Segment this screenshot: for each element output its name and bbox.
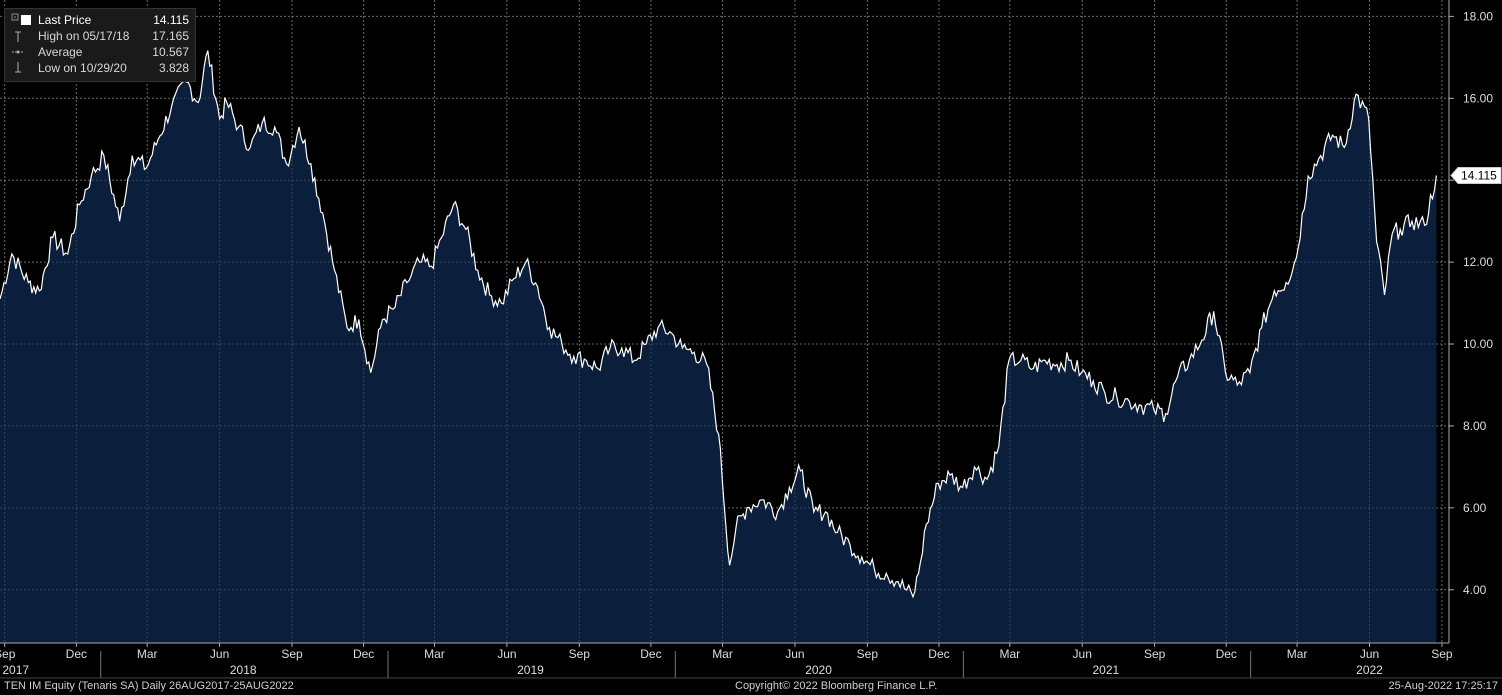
y-tick-label: 10.00 xyxy=(1463,337,1493,351)
x-month-label: Dec xyxy=(1216,647,1237,661)
x-year-label: 2019 xyxy=(517,663,544,677)
legend-square-icon xyxy=(11,13,19,21)
price-area xyxy=(0,50,1437,644)
x-month-label: Sep xyxy=(0,647,16,661)
x-month-label: Mar xyxy=(999,647,1020,661)
x-year-label: 2022 xyxy=(1356,663,1383,677)
x-month-label: Sep xyxy=(281,647,303,661)
last-price-label: 14.115 xyxy=(1461,168,1497,182)
x-month-label: Mar xyxy=(1287,647,1308,661)
average-marker-icon xyxy=(12,50,24,54)
y-tick-label: 18.00 xyxy=(1463,9,1493,23)
price-line xyxy=(0,50,1437,599)
axes xyxy=(0,0,1502,679)
legend-average-value: 10.567 xyxy=(152,45,189,59)
x-year-label: 2017 xyxy=(2,663,29,677)
legend-low: Low on 10/29/20 3.828 xyxy=(5,60,195,76)
x-month-label: Mar xyxy=(137,647,158,661)
x-month-label: Dec xyxy=(66,647,87,661)
legend-low-value: 3.828 xyxy=(158,61,189,75)
chart-legend: Last Price 14.115 High on 05/17/18 17.16… xyxy=(4,8,196,82)
x-month-label: Sep xyxy=(569,647,591,661)
x-year-label: 2021 xyxy=(1092,663,1119,677)
y-tick-label: 12.00 xyxy=(1463,255,1493,269)
x-axis-labels: Sep Dec Mar Jun Sep Dec Mar Jun Sep Dec Mar Jun Sep D… xyxy=(0,647,1453,677)
x-year-label: 2020 xyxy=(805,663,832,677)
x-month-label: Jun xyxy=(785,647,804,661)
legend-last-label: Last Price xyxy=(38,13,92,27)
x-month-label: Dec xyxy=(640,647,661,661)
x-month-label: Sep xyxy=(857,647,879,661)
low-marker-icon xyxy=(15,62,21,73)
x-month-label: Mar xyxy=(424,647,445,661)
legend-last-price: Last Price 14.115 xyxy=(5,12,195,28)
x-month-label: Jun xyxy=(1360,647,1379,661)
legend-high-value: 17.165 xyxy=(152,29,189,43)
legend-high-label: High on 05/17/18 xyxy=(38,29,130,43)
x-month-label: Mar xyxy=(712,647,733,661)
x-month-label: Dec xyxy=(353,647,374,661)
x-month-label: Dec xyxy=(928,647,949,661)
y-tick-label: 6.00 xyxy=(1463,501,1487,515)
legend-last-value: 14.115 xyxy=(153,13,189,27)
high-marker-icon xyxy=(15,31,21,42)
legend-low-label: Low on 10/29/20 xyxy=(38,61,127,75)
last-price-tag: 14.115 xyxy=(1450,166,1502,184)
legend-average-label: Average xyxy=(38,45,83,59)
legend-high: High on 05/17/18 17.165 xyxy=(5,28,195,44)
x-year-label: 2018 xyxy=(230,663,257,677)
x-month-label: Jun xyxy=(497,647,516,661)
x-month-label: Sep xyxy=(1144,647,1166,661)
x-month-label: Sep xyxy=(1431,647,1453,661)
y-tick-label: 8.00 xyxy=(1463,419,1487,433)
x-month-label: Jun xyxy=(1073,647,1092,661)
y-tick-label: 16.00 xyxy=(1463,91,1493,105)
footer-security: TEN IM Equity (Tenaris SA) Daily 26AUG20… xyxy=(4,680,294,692)
footer-copyright: Copyright© 2022 Bloomberg Finance L.P. xyxy=(735,680,938,692)
last-price-swatch xyxy=(21,15,31,25)
last-price-marker xyxy=(1450,166,1502,184)
y-tick-label: 4.00 xyxy=(1463,583,1487,597)
legend-average: Average 10.567 xyxy=(5,44,195,60)
x-month-label: Jun xyxy=(210,647,229,661)
footer-timestamp: 25-Aug-2022 17:25:17 xyxy=(1388,680,1498,692)
